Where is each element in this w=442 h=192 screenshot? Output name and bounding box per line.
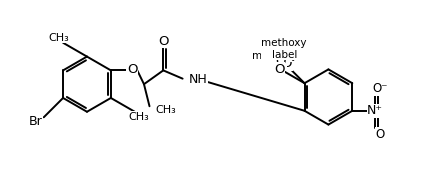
Text: Br: Br (29, 115, 43, 128)
Text: O: O (282, 57, 292, 70)
Text: NH: NH (189, 73, 207, 86)
Text: CH₃: CH₃ (128, 112, 149, 122)
Text: O: O (276, 55, 286, 68)
Text: O: O (274, 63, 285, 76)
Text: CH₃: CH₃ (49, 33, 69, 43)
Text: O: O (158, 35, 168, 47)
Text: methoxy: methoxy (252, 51, 298, 61)
Text: CH₃: CH₃ (156, 105, 176, 115)
Text: N⁺: N⁺ (367, 104, 383, 117)
Text: methoxy
label: methoxy label (262, 38, 307, 60)
Text: O⁻: O⁻ (372, 82, 388, 95)
Text: O: O (127, 63, 137, 76)
Text: O: O (376, 127, 385, 141)
